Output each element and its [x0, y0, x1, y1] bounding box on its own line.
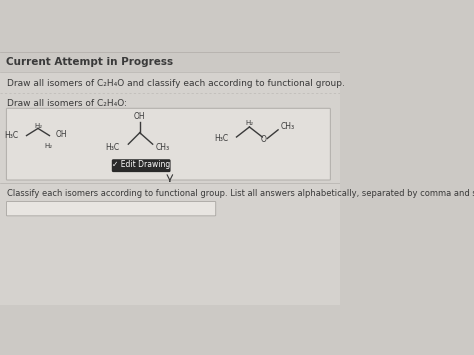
Bar	[0, 50, 340, 72]
Text: H₃C: H₃C	[214, 134, 228, 143]
Text: CH₃: CH₃	[155, 143, 170, 152]
FancyBboxPatch shape	[7, 108, 330, 180]
Text: H₂: H₂	[246, 120, 254, 126]
Text: H₂: H₂	[34, 122, 42, 129]
FancyBboxPatch shape	[7, 202, 216, 216]
Text: OH: OH	[134, 113, 146, 121]
Text: Current Attempt in Progress: Current Attempt in Progress	[6, 57, 173, 67]
Text: Draw all isomers of C₂H₄O and classify each according to functional group.: Draw all isomers of C₂H₄O and classify e…	[7, 80, 345, 88]
Text: H₂: H₂	[44, 143, 52, 149]
Text: O: O	[261, 135, 267, 144]
Text: Classify each isomers according to functional group. List all answers alphabetic: Classify each isomers according to funct…	[7, 189, 474, 198]
FancyBboxPatch shape	[112, 159, 171, 172]
Text: H₃C: H₃C	[4, 131, 18, 140]
Text: Draw all isomers of C₂H₄O:: Draw all isomers of C₂H₄O:	[7, 99, 127, 108]
Text: ✓ Edit Drawing: ✓ Edit Drawing	[112, 160, 170, 169]
Text: CH₃: CH₃	[281, 122, 295, 131]
Text: OH: OH	[55, 130, 67, 139]
Text: H₃C: H₃C	[106, 143, 120, 152]
